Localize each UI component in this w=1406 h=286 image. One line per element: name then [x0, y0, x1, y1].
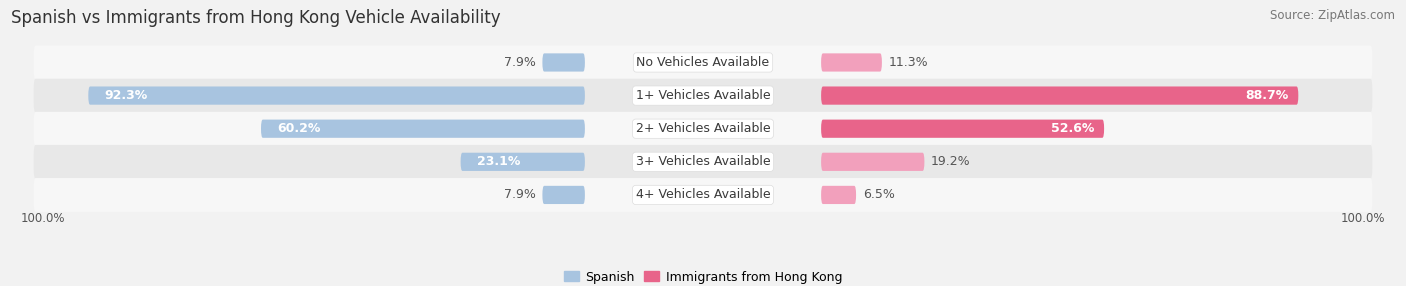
- Text: 7.9%: 7.9%: [503, 188, 536, 201]
- FancyBboxPatch shape: [821, 120, 1104, 138]
- Text: 11.3%: 11.3%: [889, 56, 928, 69]
- Text: 23.1%: 23.1%: [477, 155, 520, 168]
- Text: 2+ Vehicles Available: 2+ Vehicles Available: [636, 122, 770, 135]
- FancyBboxPatch shape: [34, 79, 1372, 112]
- FancyBboxPatch shape: [543, 186, 585, 204]
- Text: Source: ZipAtlas.com: Source: ZipAtlas.com: [1270, 9, 1395, 21]
- FancyBboxPatch shape: [34, 45, 1372, 79]
- FancyBboxPatch shape: [821, 53, 882, 72]
- FancyBboxPatch shape: [34, 178, 1372, 212]
- Text: 19.2%: 19.2%: [931, 155, 970, 168]
- Text: 92.3%: 92.3%: [104, 89, 148, 102]
- Text: 4+ Vehicles Available: 4+ Vehicles Available: [636, 188, 770, 201]
- FancyBboxPatch shape: [34, 145, 1372, 179]
- Text: 7.9%: 7.9%: [503, 56, 536, 69]
- FancyBboxPatch shape: [262, 120, 585, 138]
- FancyBboxPatch shape: [821, 153, 924, 171]
- Text: 100.0%: 100.0%: [21, 212, 65, 225]
- Text: 60.2%: 60.2%: [277, 122, 321, 135]
- FancyBboxPatch shape: [34, 112, 1372, 146]
- FancyBboxPatch shape: [821, 186, 856, 204]
- Text: No Vehicles Available: No Vehicles Available: [637, 56, 769, 69]
- Text: 1+ Vehicles Available: 1+ Vehicles Available: [636, 89, 770, 102]
- Text: 6.5%: 6.5%: [863, 188, 894, 201]
- Text: 88.7%: 88.7%: [1246, 89, 1288, 102]
- Text: 3+ Vehicles Available: 3+ Vehicles Available: [636, 155, 770, 168]
- FancyBboxPatch shape: [543, 53, 585, 72]
- FancyBboxPatch shape: [89, 86, 585, 105]
- Text: Spanish vs Immigrants from Hong Kong Vehicle Availability: Spanish vs Immigrants from Hong Kong Veh…: [11, 9, 501, 27]
- FancyBboxPatch shape: [821, 86, 1298, 105]
- FancyBboxPatch shape: [461, 153, 585, 171]
- Text: 52.6%: 52.6%: [1050, 122, 1094, 135]
- Text: 100.0%: 100.0%: [1341, 212, 1385, 225]
- Legend: Spanish, Immigrants from Hong Kong: Spanish, Immigrants from Hong Kong: [558, 266, 848, 286]
